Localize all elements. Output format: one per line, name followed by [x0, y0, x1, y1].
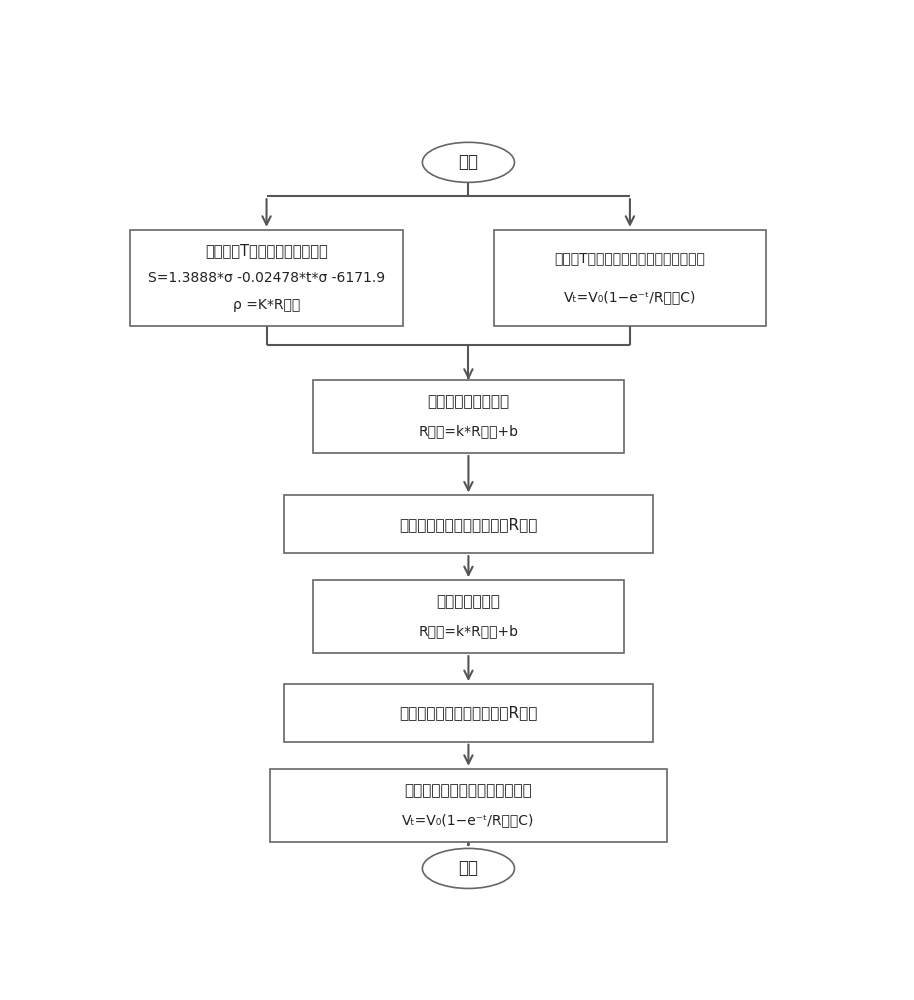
Text: 开始: 开始: [459, 153, 478, 171]
FancyBboxPatch shape: [284, 495, 653, 553]
FancyBboxPatch shape: [313, 580, 624, 653]
Text: Vₜ=V₀(1−e⁻ᵗ/R计算C): Vₜ=V₀(1−e⁻ᵗ/R计算C): [564, 290, 696, 304]
Text: R计算=k*R理论+b: R计算=k*R理论+b: [419, 624, 518, 638]
Text: 通过电阻值关系: 通过电阻值关系: [437, 595, 500, 610]
Text: 计算任一温度下理论电阻值R理论: 计算任一温度下理论电阻值R理论: [399, 517, 537, 532]
Text: 结束: 结束: [459, 859, 478, 877]
Text: 得到任一温度下计算电阻值R计算: 得到任一温度下计算电阻值R计算: [399, 705, 537, 720]
Ellipse shape: [422, 848, 515, 888]
Text: Vₜ=V₀(1−e⁻ᵗ/R计算C): Vₜ=V₀(1−e⁻ᵗ/R计算C): [402, 813, 535, 827]
Text: ρ =K*R理论: ρ =K*R理论: [233, 298, 300, 312]
Text: 由温度T下实测的电压值计算实测电阻值: 由温度T下实测的电压值计算实测电阻值: [555, 252, 706, 266]
FancyBboxPatch shape: [494, 230, 766, 326]
Text: 建立电阻值之间关系: 建立电阻值之间关系: [428, 394, 509, 409]
FancyBboxPatch shape: [284, 684, 653, 742]
FancyBboxPatch shape: [130, 230, 403, 326]
Ellipse shape: [422, 142, 515, 182]
FancyBboxPatch shape: [313, 380, 624, 453]
Text: R计算=k*R理论+b: R计算=k*R理论+b: [419, 424, 518, 438]
FancyBboxPatch shape: [271, 769, 667, 842]
Text: 得到任一温度下理论上的电压值: 得到任一温度下理论上的电压值: [405, 783, 532, 798]
Text: 计算温度T下盐溶液理论电阻值: 计算温度T下盐溶液理论电阻值: [205, 243, 328, 258]
Text: S=1.3888*σ -0.02478*t*σ -6171.9: S=1.3888*σ -0.02478*t*σ -6171.9: [148, 271, 385, 285]
